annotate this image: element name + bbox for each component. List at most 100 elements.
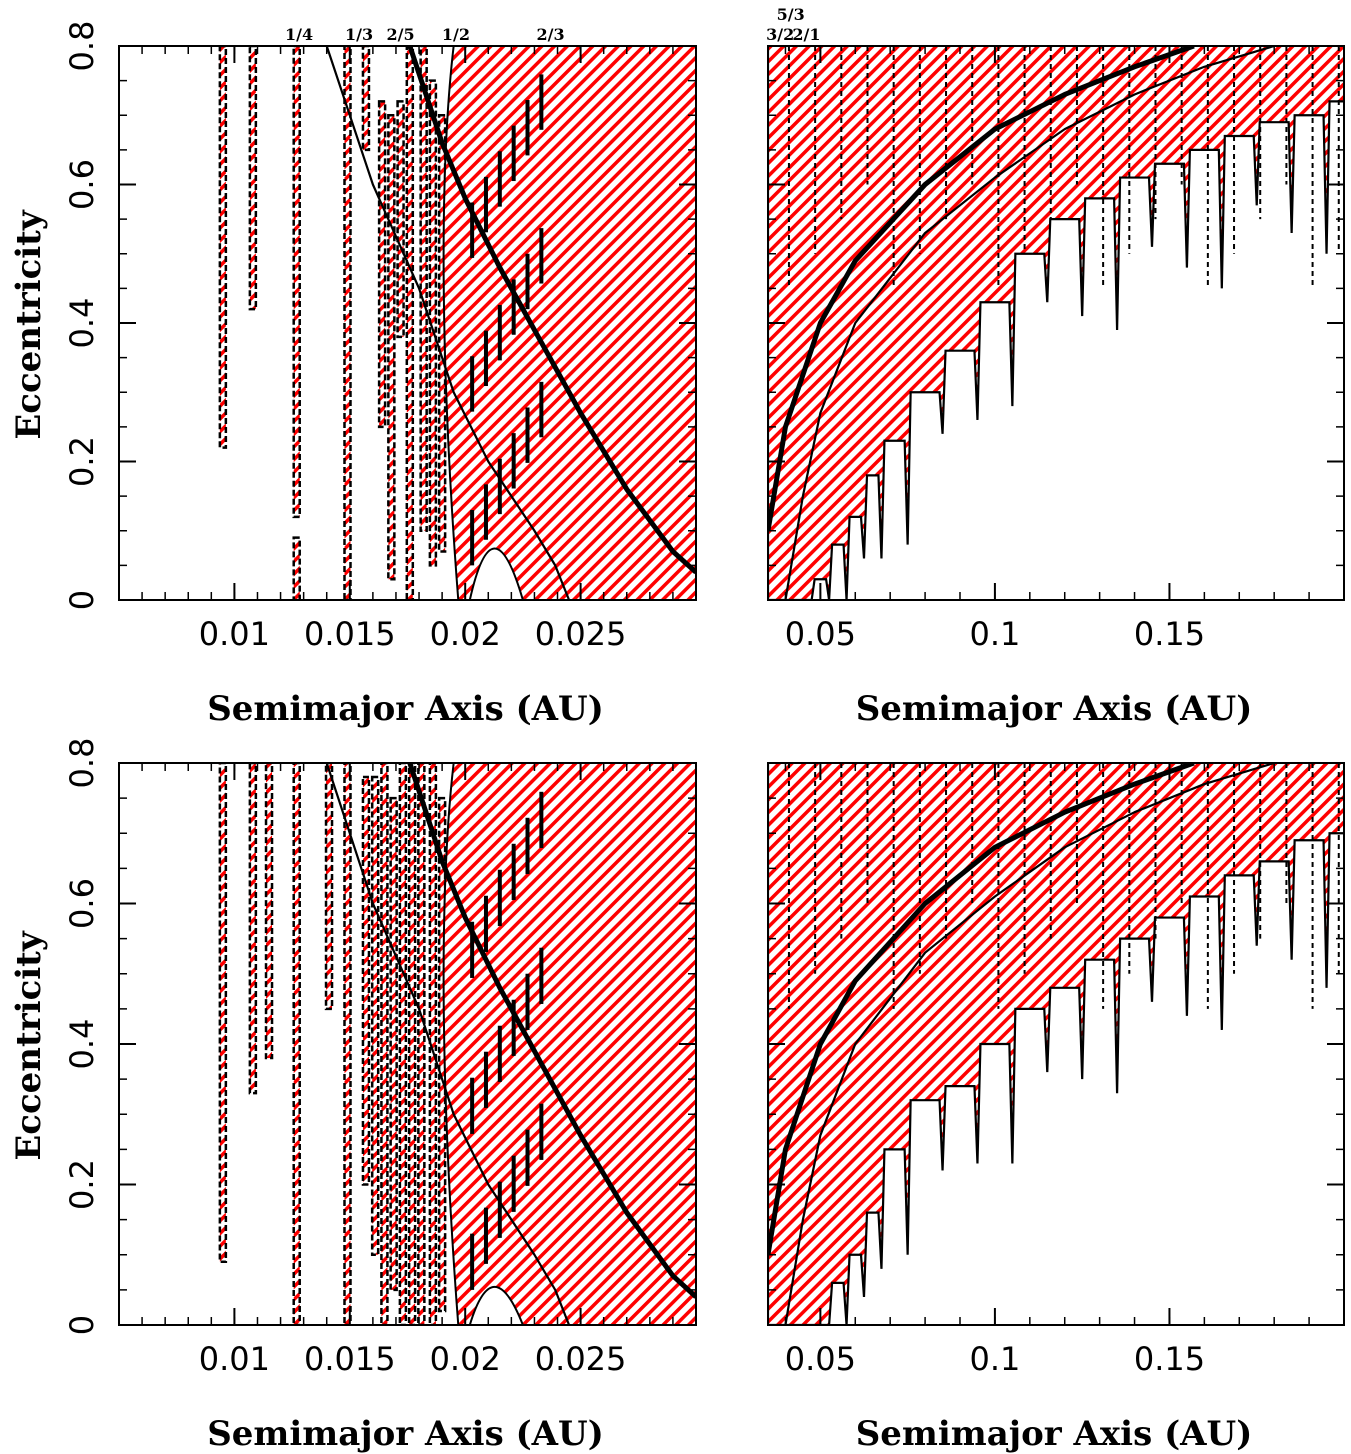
boundary-fragment [483, 484, 488, 540]
unstable-strip [380, 763, 389, 1325]
boundary-fragment [525, 817, 530, 874]
unstable-strip [405, 46, 415, 600]
unstable-strip [370, 775, 380, 1256]
boundary-fragment [497, 1025, 502, 1082]
boundary-curve-outer [407, 46, 696, 575]
boundary-fragment [511, 433, 516, 489]
unstable-strip [248, 763, 258, 1095]
boundary-fragment [525, 973, 530, 1030]
y-tick-label: 0.4 [63, 1019, 101, 1070]
y-tick-label: 0.6 [63, 159, 101, 210]
boundary-fragment [525, 407, 530, 463]
boundary-fragment [539, 381, 544, 438]
x-tick-label: 0.15 [1134, 615, 1205, 653]
panel-top-left: 0.01 0.015 0.02 0.025 0 0.2 0.4 0.6 0.8 Semimajor… [9, 21, 697, 729]
boundary-curve-thick [768, 763, 1195, 1256]
boundary-fragment [497, 869, 502, 926]
boundary-fragment [483, 895, 488, 952]
x-tick-label: 0.015 [304, 1340, 396, 1378]
resonance-label: 2/1 [792, 25, 820, 44]
boundary-fragment [483, 176, 488, 233]
x-tick-label: 0.15 [1134, 1340, 1205, 1378]
x-tick-label: 0.02 [430, 1340, 501, 1378]
boundary-fragment [497, 304, 502, 361]
boundary-fragment [483, 330, 488, 387]
y-tick-label: 0.6 [63, 878, 101, 929]
resonance-label: 1/4 [285, 25, 313, 44]
unstable-strip [292, 536, 301, 600]
x-axis-title: Semimajor Axis (AU) [207, 1414, 604, 1454]
boundary-fragment [539, 1103, 544, 1160]
panel-bottom-right: 0.05 0.1 0.15 Semimajor Axis (AU) [767, 762, 1345, 1454]
boundary-fragment [497, 151, 502, 207]
resonance-label: 1/2 [442, 25, 470, 44]
unstable-strip [361, 775, 371, 1186]
y-tick-label: 0.4 [63, 298, 101, 349]
boundary-fragment [497, 1181, 502, 1238]
boundary-fragment [470, 1233, 475, 1290]
boundary-fragment [539, 791, 544, 849]
boundary-fragment [525, 100, 530, 156]
plot-area [218, 46, 696, 600]
unstable-strip [407, 763, 417, 1325]
y-tick-label: 0.8 [63, 21, 101, 72]
boundary-fragment [525, 253, 530, 310]
boundary-fragment [470, 509, 475, 566]
boundary-fragment [470, 202, 475, 258]
unstable-strip [218, 46, 228, 449]
boundary-fragment [511, 279, 516, 335]
x-axis-title: Semimajor Axis (AU) [856, 1414, 1253, 1454]
boundary-fragment [511, 843, 516, 900]
unstable-strip [361, 46, 371, 152]
boundary-fragment [539, 228, 544, 284]
unstable-strip [324, 763, 334, 1011]
boundary-curve-inner [325, 46, 571, 600]
unstable-strip [292, 763, 301, 1325]
x-tick-label: 0.015 [304, 615, 396, 653]
y-axis-title: Eccentricity [9, 930, 49, 1161]
x-tick-label: 0.025 [535, 1340, 627, 1378]
x-tick-label: 0.02 [430, 615, 501, 653]
y-tick-label: 0.2 [63, 436, 101, 487]
unstable-strip [218, 763, 228, 1264]
boundary-fragment [483, 1051, 488, 1108]
unstable-strip [389, 796, 398, 1292]
unstable-strip [377, 100, 387, 429]
resonance-label: 2/5 [387, 25, 415, 44]
x-axis-title: Semimajor Axis (AU) [856, 689, 1253, 729]
boundary-fragment [511, 999, 516, 1056]
boundary-fragment [470, 1077, 475, 1134]
boundary-fragment [539, 947, 544, 1004]
boundary-curve-outer [407, 763, 696, 1299]
resonance-label: 5/3 [777, 5, 805, 24]
y-axis-title: Eccentricity [9, 209, 49, 440]
boundary-curve-thick [768, 46, 1195, 532]
x-tick-label: 0.01 [199, 1340, 270, 1378]
unstable-strip [398, 763, 408, 1325]
boundary-fragment [497, 458, 502, 515]
boundary-fragment [539, 74, 544, 130]
boundary-fragment [511, 1155, 516, 1212]
unstable-bulk-region [442, 46, 696, 600]
unstable-strip [437, 114, 447, 553]
x-tick-label: 0.1 [969, 1340, 1020, 1378]
unstable-strip [343, 763, 352, 1325]
unstable-strip [248, 46, 258, 311]
unstable-strip [417, 763, 426, 1325]
unstable-region [768, 763, 1344, 1325]
boundary-fragment [483, 1207, 488, 1264]
boundary-curve-inner [325, 763, 571, 1325]
boundary-fragment [511, 125, 516, 182]
y-tick-label: 0.8 [63, 738, 101, 789]
x-tick-label: 0.1 [969, 615, 1020, 653]
x-tick-label: 0.025 [535, 615, 627, 653]
resonance-label: 3/2 [766, 25, 794, 44]
unstable-strip [264, 763, 274, 1060]
plot-area [768, 46, 1344, 600]
panel-bottom-left: 0.01 0.015 0.02 0.025 0 0.2 0.4 0.6 0.8 Semimajor… [9, 738, 697, 1454]
boundary-fragment [470, 356, 475, 412]
x-tick-label: 0.05 [785, 615, 856, 653]
boundary-fragment [525, 1129, 530, 1186]
boundary-curve-thin [784, 46, 1275, 600]
unstable-strip [419, 46, 428, 532]
